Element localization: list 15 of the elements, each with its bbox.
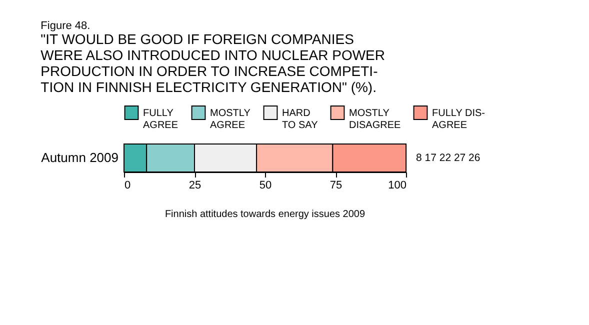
text: Finnish attitudes towards energy issues 2009 [164,209,366,220]
chart-subtitle: "IT WOULD BE GOOD IF FOREIGN COMPANIES WERE ALSO INTRODUCED INTO NUCLEAR POWER PRODUCTION IN ORDER TO INCREASE COMPETI- TION IN FINNISH ELECTRICITY GENERATION" (%). [40,31,386,95]
x-tick-label: 50 [259,180,272,192]
legend-label: HARD TO SAY [282,108,318,131]
chart-title: Figure 48. [40,20,90,32]
legend-label: FULLY DIS- AGREE [432,108,485,131]
text: 8 17 22 27 26 [416,152,480,164]
x-tick-label: 75 [330,180,342,192]
legend-label: MOSTLY DISAGREE [349,108,402,131]
legend-label: FULLY AGREE [143,108,178,131]
x-tick-label: 25 [188,180,202,192]
x-tick-label: 100 [388,180,406,192]
y-tick-label: Autumn 2009 [41,150,118,165]
legend-label: MOSTLY AGREE [210,108,251,131]
x-tick-label: 0 [124,180,131,192]
